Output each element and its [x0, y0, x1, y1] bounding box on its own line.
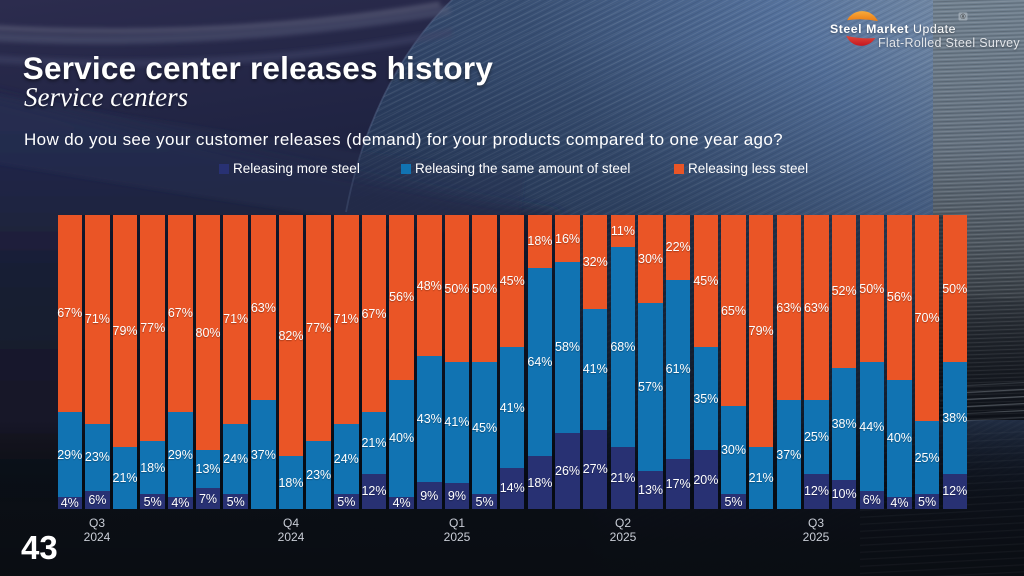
svg-text:®: ® — [960, 13, 966, 21]
